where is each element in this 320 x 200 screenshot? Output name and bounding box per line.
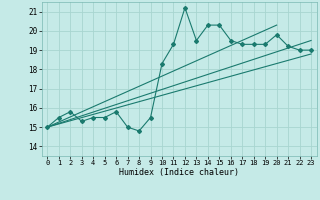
X-axis label: Humidex (Indice chaleur): Humidex (Indice chaleur) bbox=[119, 168, 239, 177]
